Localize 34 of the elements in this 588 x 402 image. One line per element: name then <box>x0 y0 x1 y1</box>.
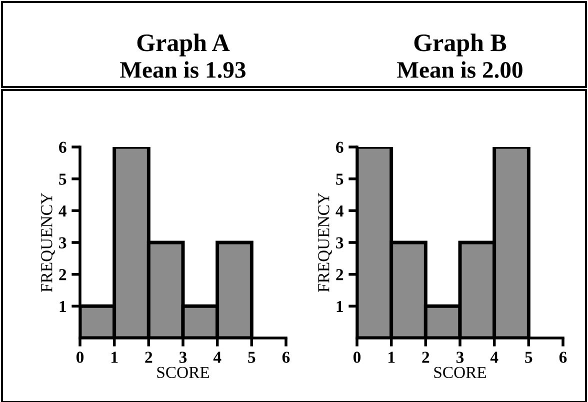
y-tick-label: 1 <box>60 300 66 312</box>
y-tick-label: 2 <box>336 269 344 280</box>
y-tick-label: 3 <box>59 237 66 248</box>
y-tick-label: 4 <box>336 205 344 216</box>
x-tick-label: 6 <box>559 352 567 363</box>
x-tick-label: 0 <box>76 352 84 363</box>
x-tick-label: 5 <box>248 352 256 363</box>
x-tick-label: 0 <box>353 352 361 363</box>
y-tick-label: 5 <box>336 174 344 185</box>
y-axis-title: FREQUENCY <box>318 192 332 292</box>
y-axis-title: FREQUENCY <box>41 192 55 292</box>
x-tick-label: 1 <box>388 352 395 363</box>
y-tick-label: 2 <box>59 269 66 280</box>
y-tick-label: 1 <box>336 300 343 312</box>
y-tick-label: 3 <box>336 237 344 248</box>
chart-subtitle: Mean is 2.00 <box>397 61 522 78</box>
x-tick-label: 2 <box>145 352 152 363</box>
x-tick-label: 4 <box>490 352 498 363</box>
x-axis-title: SCORE <box>157 366 210 378</box>
y-tick-label: 6 <box>59 142 66 153</box>
chart-subtitle: Mean is 1.93 <box>120 61 246 78</box>
x-tick-label: 2 <box>422 352 430 363</box>
x-tick-label: 3 <box>179 352 187 363</box>
x-tick-label: 6 <box>282 352 290 363</box>
chart-title: Graph B <box>414 34 506 56</box>
x-tick-label: 3 <box>456 352 464 363</box>
x-tick-label: 4 <box>213 352 222 363</box>
chart-title: Graph A <box>137 34 230 56</box>
y-tick-label: 4 <box>58 205 66 216</box>
y-tick-label: 5 <box>59 174 66 185</box>
x-tick-label: 5 <box>525 352 532 363</box>
x-tick-label: 1 <box>112 352 118 363</box>
x-axis-title: SCORE <box>434 366 486 378</box>
y-tick-label: 6 <box>336 142 344 153</box>
